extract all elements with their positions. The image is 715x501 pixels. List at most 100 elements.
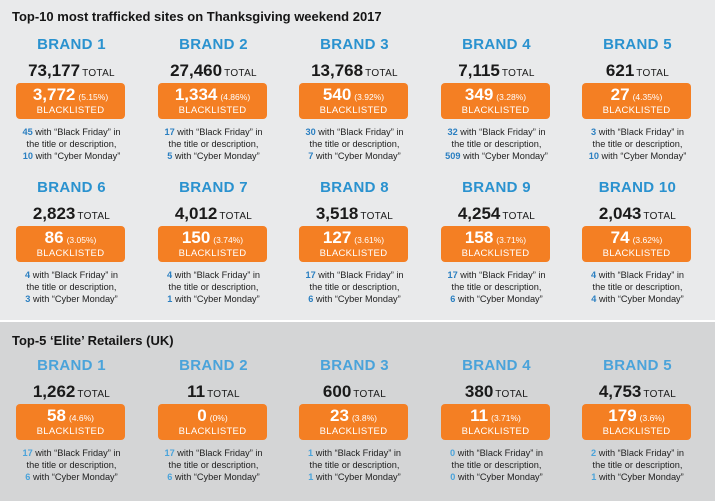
black-friday-count: 3 (591, 127, 597, 137)
cyber-monday-text: with “Cyber Monday” (313, 472, 401, 482)
cyber-monday-count: 10 (22, 151, 33, 161)
cyber-monday-text: with “Cyber Monday” (460, 151, 548, 161)
black-friday-count: 2 (591, 448, 597, 458)
brand-name: BRAND 1 (37, 357, 106, 374)
blacklisted-badge: 540 (3.92%) BLACKLISTED (299, 83, 408, 119)
cyber-monday-count: 6 (167, 472, 173, 482)
total-count: 4,753 TOTAL (566, 382, 709, 402)
black-friday-text: with “Black Friday” in (455, 448, 543, 458)
blacklisted-value: 23 (330, 406, 349, 425)
total-label: TOTAL (77, 211, 111, 222)
blacklisted-label: BLACKLISTED (461, 426, 530, 437)
notes-middle-text: the title or description, (592, 460, 683, 470)
cyber-monday-text: with “Cyber Monday” (313, 294, 401, 304)
total-count: 11 TOTAL (142, 382, 285, 402)
blacklisted-badge: 3,772 (5.15%) BLACKLISTED (16, 83, 125, 119)
total-label: TOTAL (219, 211, 253, 222)
total-value: 27,460 (170, 61, 223, 80)
blacklisted-value: 3,772 (32, 85, 76, 104)
notes-middle-text: the title or description, (26, 282, 117, 292)
brand-card: BRAND 1 1,262 TOTAL 58 (4.6%) BLACKLISTED 17 w… (0, 357, 143, 497)
brand-card: BRAND 4 380 TOTAL 11 (3.71%) BLACKLISTED 0 wit… (425, 357, 568, 497)
black-friday-count: 4 (591, 270, 597, 280)
total-value: 600 (322, 382, 352, 401)
cyber-monday-text: with “Cyber Monday” (172, 472, 260, 482)
notes-middle-text: the title or description, (592, 139, 683, 149)
blacklisted-percent: (4.35%) (632, 92, 663, 102)
total-label: TOTAL (353, 389, 387, 400)
blacklisted-label: BLACKLISTED (319, 426, 388, 437)
cyber-monday-count: 6 (308, 294, 314, 304)
total-value: 73,177 (28, 61, 81, 80)
total-label: TOTAL (636, 68, 670, 79)
black-friday-count: 17 (447, 270, 458, 280)
total-value: 4,254 (457, 204, 501, 223)
cyber-monday-text: with “Cyber Monday” (596, 472, 684, 482)
cyber-monday-count: 1 (308, 472, 314, 482)
brand-name: BRAND 3 (320, 36, 389, 53)
total-label: TOTAL (643, 389, 677, 400)
cyber-monday-text: with “Cyber Monday” (598, 151, 687, 161)
cyber-monday-count: 10 (588, 151, 599, 161)
blacklisted-percent: (5.15%) (78, 92, 109, 102)
total-label: TOTAL (643, 211, 677, 222)
keyword-notes: 2 with “Black Friday” in the title or des… (566, 447, 709, 483)
total-value: 4,012 (174, 204, 218, 223)
keyword-notes: 4 with “Black Friday” in the title or des… (0, 269, 143, 305)
total-count: 621 TOTAL (566, 61, 709, 81)
black-friday-count: 17 (305, 270, 316, 280)
blacklisted-label: BLACKLISTED (602, 426, 671, 437)
total-label: TOTAL (495, 389, 529, 400)
black-friday-text: with “Black Friday” in (32, 448, 121, 458)
cyber-monday-text: with “Cyber Monday” (172, 294, 260, 304)
black-friday-text: with “Black Friday” in (457, 270, 546, 280)
total-value: 4,753 (598, 382, 642, 401)
brand-card: BRAND 9 4,254 TOTAL 158 (3.71%) BLACKLISTED 17… (425, 179, 568, 319)
blacklisted-percent: (3.74%) (213, 235, 244, 245)
blacklisted-badge: 349 (3.28%) BLACKLISTED (441, 83, 550, 119)
keyword-notes: 0 with “Black Friday” in the title or des… (425, 447, 568, 483)
brand-card: BRAND 10 2,043 TOTAL 74 (3.62%) BLACKLISTED 4 … (566, 179, 709, 319)
section-title: Top-10 most trafficked sites on Thanksgi… (12, 9, 382, 24)
cyber-monday-count: 4 (591, 294, 597, 304)
cyber-monday-text: with “Cyber Monday” (30, 472, 118, 482)
blacklisted-percent: (3.6%) (639, 413, 665, 423)
total-label: TOTAL (360, 211, 394, 222)
blacklisted-badge: 150 (3.74%) BLACKLISTED (158, 226, 267, 262)
keyword-notes: 17 with “Black Friday” in the title or de… (142, 447, 285, 483)
brand-name: BRAND 4 (462, 36, 531, 53)
blacklisted-badge: 23 (3.8%) BLACKLISTED (299, 404, 408, 440)
black-friday-count: 4 (25, 270, 31, 280)
black-friday-count: 32 (447, 127, 458, 137)
black-friday-text: with “Black Friday” in (315, 127, 404, 137)
cyber-monday-text: with “Cyber Monday” (313, 151, 401, 161)
total-label: TOTAL (224, 68, 257, 79)
brand-card: BRAND 5 621 TOTAL 27 (4.35%) BLACKLISTED 3 wit… (566, 36, 709, 176)
notes-middle-text: the title or description, (451, 139, 542, 149)
cyber-monday-text: with “Cyber Monday” (30, 294, 118, 304)
brand-card: BRAND 4 7,115 TOTAL 349 (3.28%) BLACKLISTED 32… (425, 36, 568, 176)
blacklisted-label: BLACKLISTED (178, 248, 247, 259)
blacklisted-label: BLACKLISTED (602, 248, 671, 259)
notes-middle-text: the title or description, (592, 282, 683, 292)
cyber-monday-count: 1 (591, 472, 597, 482)
black-friday-text: with “Black Friday” in (596, 448, 684, 458)
section-top10: Top-10 most trafficked sites on Thanksgi… (0, 0, 715, 320)
blacklisted-value: 86 (44, 228, 64, 247)
keyword-notes: 3 with “Black Friday” in the title or des… (566, 126, 709, 162)
notes-middle-text: the title or description, (309, 282, 400, 292)
notes-middle-text: the title or description, (26, 139, 117, 149)
brand-name: BRAND 10 (598, 179, 677, 196)
brand-card: BRAND 2 27,460 TOTAL 1,334 (4.86%) BLACKLISTE… (142, 36, 285, 176)
black-friday-count: 1 (308, 448, 314, 458)
blacklisted-percent: (3.62%) (632, 235, 663, 245)
total-label: TOTAL (502, 211, 536, 222)
black-friday-text: with “Black Friday” in (174, 448, 263, 458)
blacklisted-percent: (3.71%) (491, 413, 521, 423)
notes-middle-text: the title or description, (451, 460, 542, 470)
total-value: 2,823 (32, 204, 76, 223)
brand-name: BRAND 4 (462, 357, 531, 374)
brand-name: BRAND 2 (179, 36, 248, 53)
keyword-notes: 17 with “Black Friday” in the title or de… (142, 126, 285, 162)
keyword-notes: 32 with “Black Friday” in the title or de… (425, 126, 568, 162)
